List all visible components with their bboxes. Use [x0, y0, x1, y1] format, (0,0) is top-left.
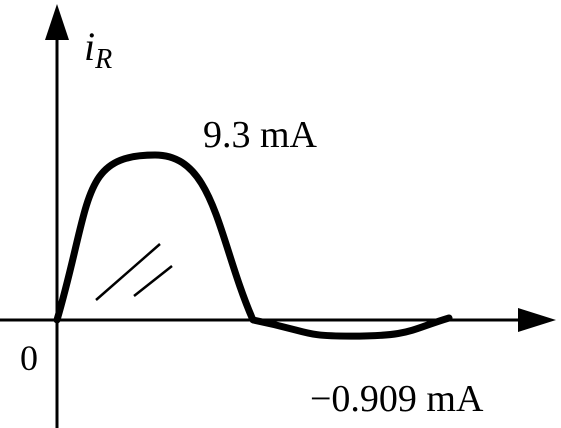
area-hatch-marks	[95, 243, 173, 301]
x-axis-arrowhead	[518, 308, 556, 332]
current-waveform-line	[53, 151, 453, 340]
y-axis-label: iR	[84, 24, 112, 75]
origin-label: 0	[20, 338, 38, 378]
trough-value-label: −0.909 mA	[310, 378, 484, 420]
y-axis-arrowhead	[45, 4, 69, 40]
peak-value-label: 9.3 mA	[203, 114, 318, 156]
